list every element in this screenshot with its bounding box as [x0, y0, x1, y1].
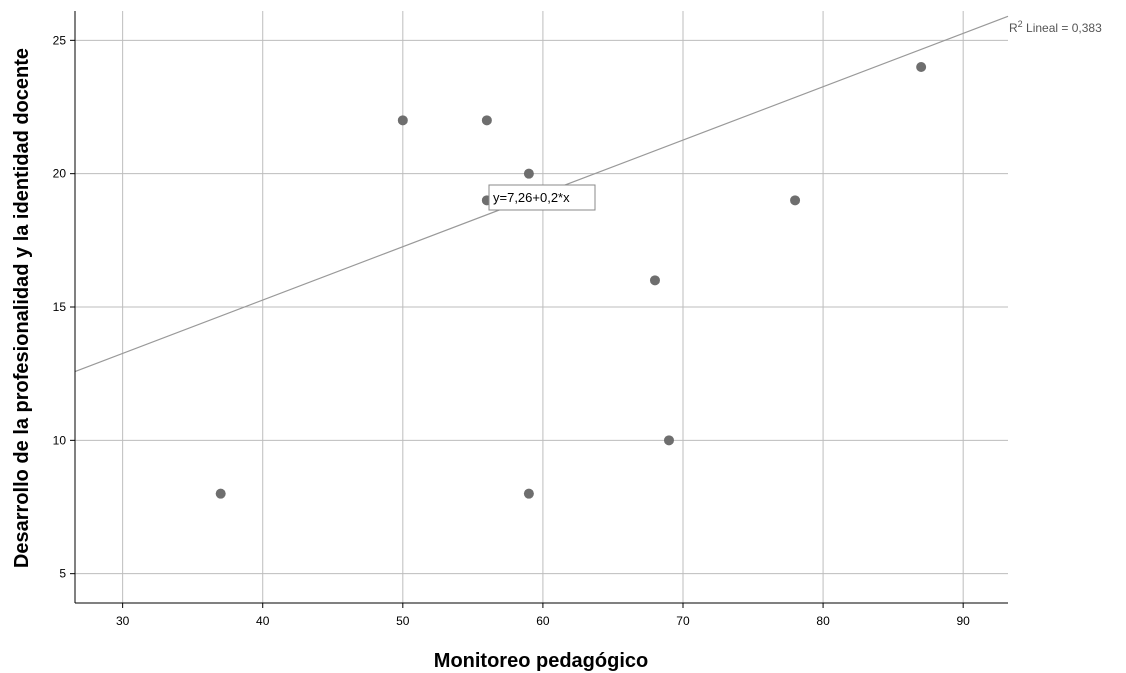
data-point — [215, 488, 226, 499]
data-point — [481, 115, 492, 126]
y-tick-label: 25 — [53, 33, 67, 47]
x-tick-label: 30 — [116, 614, 130, 628]
grid-lines — [75, 11, 1008, 603]
x-tick-label: 70 — [676, 614, 690, 628]
r2-text: Lineal = 0,383 — [1023, 21, 1102, 35]
axes — [70, 11, 1008, 608]
r2-label: R2 Lineal = 0,383 — [1009, 19, 1102, 35]
data-point — [916, 62, 927, 72]
equation-label: y=7,26+0,2*x — [493, 190, 570, 205]
x-tick-label: 80 — [816, 614, 830, 628]
y-tick-label: 5 — [59, 567, 66, 581]
r2-prefix: R — [1009, 21, 1018, 35]
data-point — [523, 488, 534, 499]
r2-superscript: 2 — [1018, 19, 1023, 29]
x-tick-label: 50 — [396, 614, 410, 628]
y-tick-label: 10 — [53, 433, 67, 447]
x-tick-label: 90 — [956, 614, 970, 628]
data-point — [523, 168, 534, 179]
equation-box — [488, 184, 596, 211]
data-point — [649, 275, 660, 286]
y-tick-labels: 5 10 15 20 25 — [53, 33, 67, 580]
x-axis-title: Monitoreo pedagógico — [434, 650, 648, 672]
y-tick-label: 15 — [53, 300, 67, 314]
data-point — [663, 435, 674, 446]
x-tick-label: 40 — [256, 614, 270, 628]
x-tick-label: 60 — [536, 614, 550, 628]
equation-annotation: y=7,26+0,2*x — [488, 184, 596, 211]
x-tick-labels: 30 40 50 60 70 80 90 — [116, 614, 970, 628]
data-points — [215, 62, 927, 499]
data-point — [790, 195, 801, 206]
y-axis-title: Desarrollo de la profesionalidad y la id… — [11, 48, 33, 568]
y-tick-label: 20 — [53, 167, 67, 181]
data-point — [397, 115, 408, 126]
